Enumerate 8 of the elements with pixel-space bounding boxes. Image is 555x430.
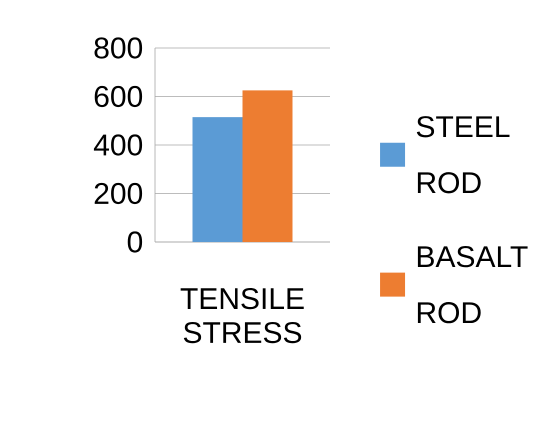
legend-label: BASALT ROD (418, 246, 528, 324)
y-tick-label: 200 (94, 182, 142, 204)
legend-label: STEEL ROD (416, 116, 510, 194)
y-tick-label: 800 (94, 37, 142, 59)
y-tick-label: 400 (94, 134, 142, 156)
y-tick-label: 0 (128, 231, 142, 253)
y-tick-label: 600 (94, 86, 142, 108)
x-tick-label: TENSILE STRESS (180, 288, 304, 344)
